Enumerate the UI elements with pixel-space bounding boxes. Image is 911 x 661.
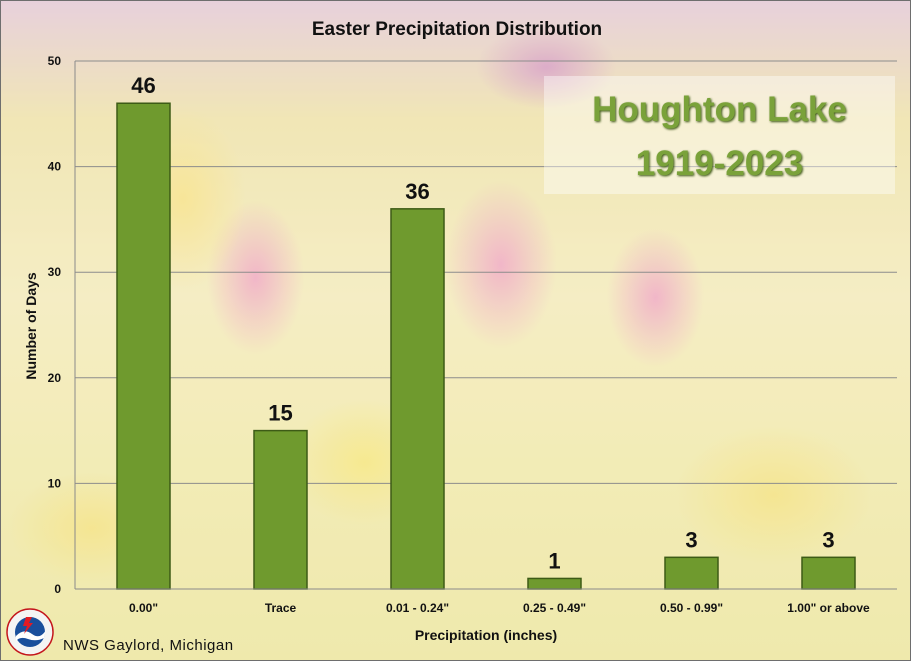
period-of-record: 1919-2023 bbox=[635, 144, 804, 183]
bar bbox=[527, 577, 582, 590]
y-tick-label: 20 bbox=[48, 371, 62, 385]
data-label: 1 bbox=[548, 548, 560, 573]
chart-title: Easter Precipitation Distribution bbox=[312, 19, 602, 40]
x-tick-label: 0.01 - 0.24" bbox=[386, 601, 449, 615]
y-tick-label: 50 bbox=[48, 54, 62, 68]
bar bbox=[664, 556, 719, 590]
x-axis-title: Precipitation (inches) bbox=[415, 627, 557, 643]
data-labels: 46 15 36 1 3 3 bbox=[131, 73, 834, 573]
data-label: 46 bbox=[131, 73, 155, 98]
location-name: Houghton Lake bbox=[592, 90, 847, 129]
data-label: 15 bbox=[268, 401, 292, 426]
x-tick-label: Trace bbox=[265, 601, 297, 615]
location-box: Houghton Lake 1919-2023 bbox=[544, 76, 895, 194]
office-credit: NWS Gaylord, Michigan bbox=[63, 637, 234, 654]
y-tick-label: 40 bbox=[48, 160, 62, 174]
data-label: 3 bbox=[822, 527, 834, 552]
gridlines bbox=[75, 60, 897, 484]
bar bbox=[801, 556, 856, 590]
y-axis-title: Number of Days bbox=[23, 272, 39, 380]
nws-logo-icon bbox=[6, 608, 54, 656]
y-tick-label: 0 bbox=[54, 582, 61, 596]
y-tick-label: 30 bbox=[48, 265, 62, 279]
x-tick-label: 0.25 - 0.49" bbox=[523, 601, 586, 615]
bar bbox=[390, 208, 445, 590]
bars bbox=[116, 102, 856, 590]
data-label: 3 bbox=[685, 527, 697, 552]
y-tick-label: 10 bbox=[48, 476, 62, 490]
x-tick-labels: 0.00" Trace 0.01 - 0.24" 0.25 - 0.49" 0.50 -… bbox=[129, 601, 870, 615]
bar bbox=[116, 102, 171, 590]
bar bbox=[253, 429, 308, 590]
x-tick-label: 1.00" or above bbox=[787, 601, 870, 615]
data-label: 36 bbox=[405, 179, 429, 204]
x-tick-label: 0.00" bbox=[129, 601, 158, 615]
y-tick-labels: 0 10 20 30 40 50 bbox=[48, 54, 62, 596]
x-tick-label: 0.50 - 0.99" bbox=[660, 601, 723, 615]
